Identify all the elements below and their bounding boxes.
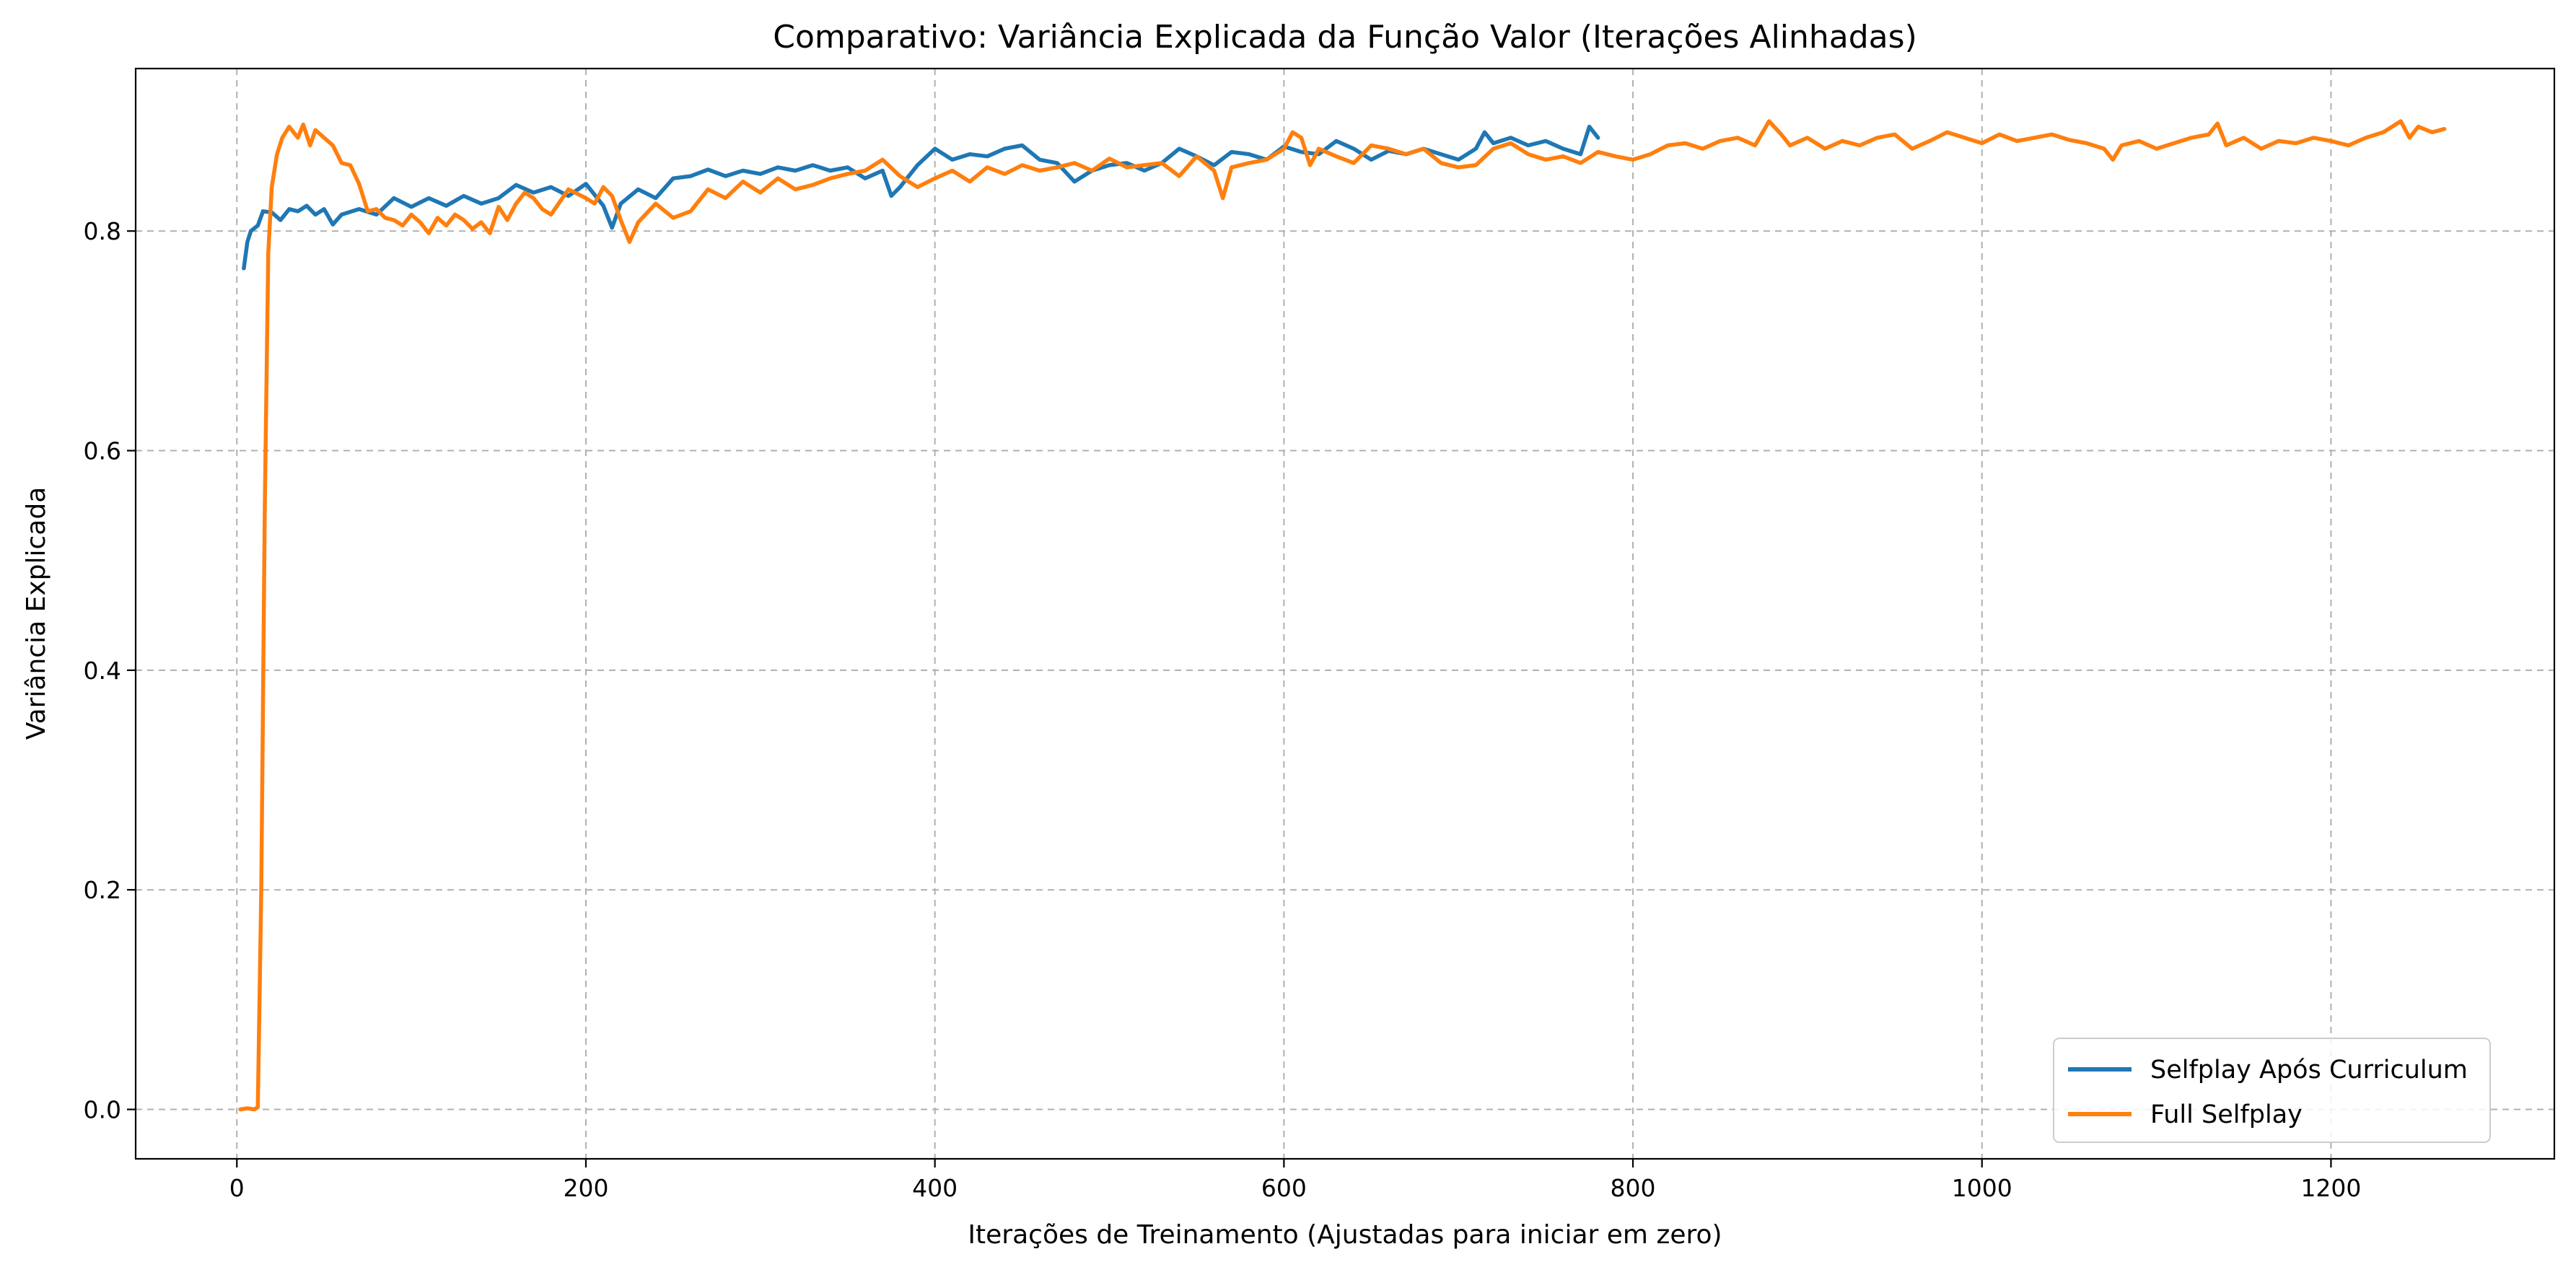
y-axis-label: Variância Explicada <box>22 487 51 740</box>
chart-title: Comparativo: Variância Explicada da Funç… <box>773 19 1916 56</box>
x-tick-label: 1000 <box>1952 1174 2012 1202</box>
legend: Selfplay Após Curriculum Full Selfplay <box>2053 1038 2491 1143</box>
x-tick-label: 600 <box>1261 1174 1307 1202</box>
y-tick-label: 0.4 <box>84 657 121 685</box>
x-axis-label: Iterações de Treinamento (Ajustadas para… <box>968 1220 1722 1250</box>
legend-box <box>2053 1038 2491 1143</box>
y-tick-label: 0.8 <box>84 217 121 245</box>
series-line-selfplay-apos-curriculum <box>242 124 1600 271</box>
series-line-full-selfplay <box>238 119 2447 1112</box>
legend-label-selfplay-apos-curriculum: Selfplay Após Curriculum <box>2150 1056 2468 1085</box>
y-tick-label: 0.2 <box>84 876 121 904</box>
y-tick-label: 0.6 <box>84 437 121 465</box>
x-tick-label: 0 <box>229 1174 245 1202</box>
legend-label-full-selfplay: Full Selfplay <box>2150 1100 2303 1129</box>
x-tick-label: 1200 <box>2300 1174 2361 1202</box>
x-tick-label: 400 <box>912 1174 958 1202</box>
y-tick-label: 0.0 <box>84 1096 121 1124</box>
x-tick-label: 200 <box>563 1174 608 1202</box>
grid <box>136 69 2554 1159</box>
x-tick-label: 800 <box>1611 1174 1656 1202</box>
axis-ticks: 0 200 400 600 800 1000 1200 0.0 0.2 0.4 0.6 0.8 <box>84 217 2362 1202</box>
series-lines <box>238 119 2447 1112</box>
plot-frame <box>134 67 2556 1160</box>
